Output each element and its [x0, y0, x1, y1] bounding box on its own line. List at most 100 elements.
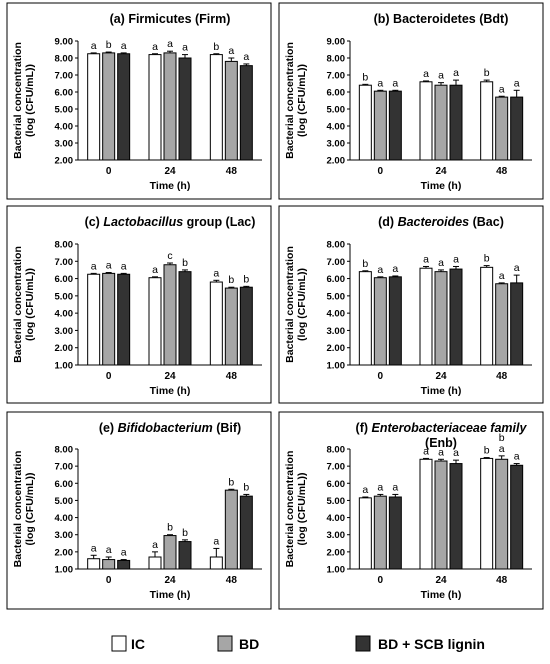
bar [178, 57, 192, 161]
y-tick-label: 7.00 [55, 462, 74, 473]
significance-letter: b [484, 253, 490, 265]
y-tick-label: 4.00 [327, 309, 346, 320]
significance-letter: a [453, 67, 459, 79]
y-axis-label-line: Bacterial concentration [12, 451, 24, 568]
bar [117, 53, 131, 161]
significance-letter: b [499, 432, 505, 444]
significance-letter: a [377, 481, 383, 493]
x-tick-label: 48 [496, 575, 508, 586]
y-tick-label: 7.00 [327, 257, 346, 268]
x-axis-label: Time (h) [421, 180, 462, 192]
significance-letter: a [438, 446, 444, 458]
y-tick-label: 3.00 [327, 326, 346, 337]
chart-panel-6: (f) Enterobacteriaceae family(Enb) 1.00 2.… [278, 411, 544, 610]
bar [495, 96, 509, 161]
significance-letter: a [438, 257, 444, 269]
y-tick-label: 6.00 [327, 274, 346, 285]
title-part: (d) [378, 215, 397, 229]
chart-title: (f) Enterobacteriaceae family [356, 421, 528, 435]
y-tick-label: 6.00 [327, 88, 346, 99]
chart-panel-1: (a) Firmicutes (Firm) 2.00 3.00 4.00 5.00 6.0… [6, 2, 272, 200]
bar [102, 52, 116, 161]
bar [224, 287, 238, 366]
y-axis-label: Bacterial concentration(log (CFU/mL)) [12, 451, 36, 568]
bar [510, 96, 524, 161]
y-tick-label: 7.00 [55, 71, 74, 82]
x-tick-label: 24 [435, 575, 447, 586]
bar [373, 277, 387, 366]
legend-swatch [217, 635, 233, 652]
bar [358, 84, 372, 161]
y-tick-label: 8.00 [55, 54, 74, 65]
y-tick-label: 3.00 [55, 326, 74, 337]
y-tick-label: 5.00 [327, 496, 346, 507]
bar [239, 65, 253, 161]
bar [373, 90, 387, 161]
significance-letter: a [514, 77, 520, 89]
bar [178, 541, 192, 570]
significance-letter: b [484, 445, 490, 457]
bar [102, 272, 116, 366]
x-axis-label: Time (h) [421, 589, 462, 601]
y-axis-label-line: Bacterial concentration [284, 451, 296, 568]
x-tick-label: 0 [106, 371, 112, 382]
significance-letter: b [213, 41, 219, 53]
significance-letter: a [392, 77, 398, 89]
significance-letter: a [392, 481, 398, 493]
bar [209, 281, 223, 366]
y-tick-label: 5.00 [55, 291, 74, 302]
chart-title: (e) Bifidobacterium (Bif) [99, 421, 241, 435]
bar [209, 556, 223, 570]
significance-letter: a [423, 445, 429, 457]
significance-letter: a [499, 83, 505, 95]
bar [449, 84, 463, 161]
legend-item: BD + SCB lignin [355, 635, 485, 652]
bar [449, 268, 463, 366]
bar [224, 489, 238, 570]
significance-letter: b [228, 274, 234, 286]
bar [480, 81, 494, 161]
bar [209, 54, 223, 161]
significance-letter: c [167, 250, 172, 262]
title-part: (a) Firmicutes (Firm) [110, 12, 231, 26]
bar [510, 464, 524, 570]
legend-swatch [111, 635, 127, 652]
significance-letter: b [106, 39, 112, 51]
y-tick-label: 8.00 [327, 54, 346, 65]
title-part: Bacteroides [398, 215, 470, 229]
x-axis-label: Time (h) [421, 385, 462, 397]
bar [117, 273, 131, 366]
title-part: (b) Bacteroidetes (Bdt) [374, 12, 509, 26]
significance-letter: a [91, 40, 97, 52]
bar [434, 271, 448, 366]
bar [148, 54, 162, 161]
bar [480, 266, 494, 366]
y-tick-label: 2.00 [55, 343, 74, 354]
y-tick-label: 5.00 [55, 105, 74, 116]
significance-letter: b [167, 522, 173, 534]
bar [388, 276, 402, 366]
x-tick-label: 48 [226, 166, 238, 177]
y-axis-label-line: Bacterial concentration [12, 42, 24, 159]
significance-letter: a [453, 447, 459, 459]
bar [163, 264, 177, 366]
y-tick-label: 2.00 [55, 547, 74, 558]
significance-letter: a [499, 270, 505, 282]
y-tick-label: 4.00 [55, 309, 74, 320]
y-tick-label: 4.00 [327, 513, 346, 524]
y-axis-label: Bacterial concentration(log (CFU/mL)) [284, 451, 308, 568]
legend-swatch [355, 635, 371, 652]
y-tick-label: 1.00 [327, 565, 346, 576]
x-tick-label: 24 [164, 575, 176, 586]
bar [239, 286, 253, 366]
y-tick-label: 8.00 [55, 240, 74, 251]
bar [434, 460, 448, 570]
significance-letter: a [438, 70, 444, 82]
x-tick-label: 0 [106, 166, 112, 177]
significance-letter: b [362, 258, 368, 270]
chart-panel-3: (c) Lactobacillus group (Lac) 1.00 2.00 3.0… [6, 205, 272, 404]
significance-letter: a [392, 263, 398, 275]
bar [388, 90, 402, 161]
bar [148, 277, 162, 366]
bar [87, 273, 101, 366]
